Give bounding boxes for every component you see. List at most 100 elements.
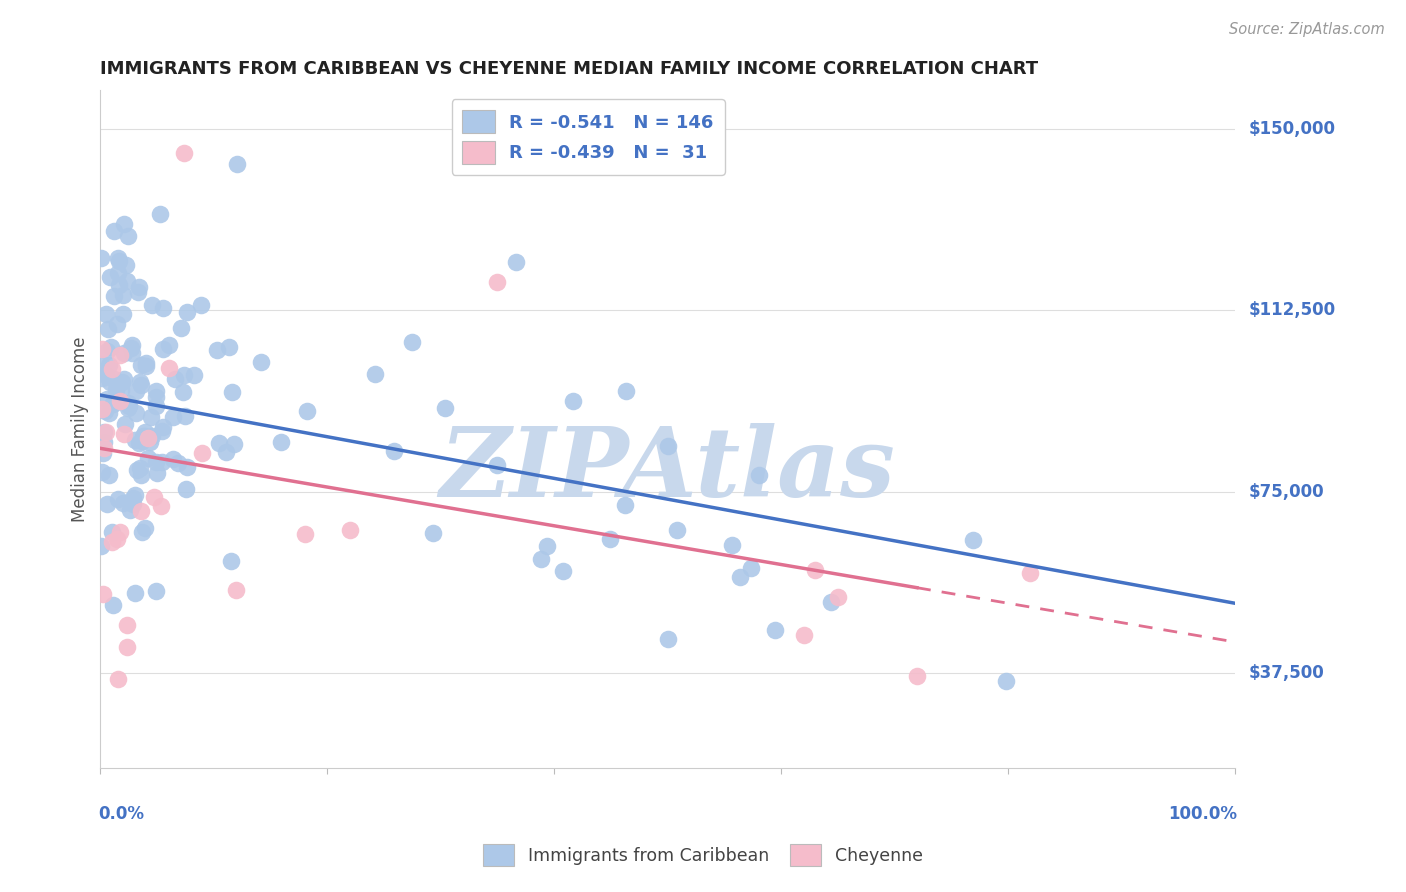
- Text: $112,500: $112,500: [1249, 301, 1336, 319]
- Point: [905, 669, 928, 683]
- Point: [183, 368, 205, 382]
- Point: [107, 254, 129, 268]
- Point: [250, 355, 273, 369]
- Point: [90, 539, 112, 553]
- Point: [110, 524, 132, 539]
- Point: [142, 490, 165, 504]
- Point: [115, 640, 138, 654]
- Point: [486, 275, 509, 289]
- Point: [173, 409, 195, 423]
- Point: [107, 672, 129, 686]
- Point: [111, 495, 134, 509]
- Point: [225, 582, 247, 597]
- Point: [112, 288, 135, 302]
- Point: [127, 285, 149, 299]
- Point: [121, 497, 143, 511]
- Point: [117, 617, 139, 632]
- Point: [107, 251, 129, 265]
- Point: [90, 357, 112, 371]
- Point: [149, 499, 172, 513]
- Text: 0.0%: 0.0%: [98, 805, 143, 823]
- Point: [135, 356, 157, 370]
- Point: [91, 465, 114, 479]
- Point: [295, 404, 318, 418]
- Point: [218, 340, 240, 354]
- Point: [152, 419, 174, 434]
- Point: [112, 372, 135, 386]
- Point: [91, 445, 114, 459]
- Point: [422, 526, 444, 541]
- Point: [129, 461, 152, 475]
- Point: [118, 400, 141, 414]
- Point: [152, 301, 174, 315]
- Point: [98, 406, 121, 420]
- Point: [129, 375, 152, 389]
- Point: [129, 377, 152, 392]
- Point: [124, 586, 146, 600]
- Point: [740, 561, 762, 575]
- Point: [599, 533, 621, 547]
- Point: [226, 157, 249, 171]
- Point: [128, 280, 150, 294]
- Point: [121, 345, 143, 359]
- Point: [172, 384, 194, 399]
- Point: [105, 533, 128, 547]
- Point: [98, 358, 121, 372]
- Point: [101, 525, 124, 540]
- Point: [129, 467, 152, 482]
- Point: [101, 396, 124, 410]
- Point: [173, 368, 195, 382]
- Point: [120, 341, 142, 355]
- Point: [125, 406, 148, 420]
- Legend: Immigrants from Caribbean, Cheyenne: Immigrants from Caribbean, Cheyenne: [475, 838, 931, 872]
- Point: [101, 598, 124, 612]
- Point: [134, 425, 156, 440]
- Point: [145, 584, 167, 599]
- Point: [132, 429, 155, 443]
- Point: [536, 539, 558, 553]
- Point: [134, 429, 156, 443]
- Point: [107, 266, 129, 280]
- Point: [152, 455, 174, 469]
- Point: [105, 383, 128, 397]
- Point: [827, 591, 849, 605]
- Point: [191, 446, 214, 460]
- Point: [748, 468, 770, 483]
- Point: [93, 435, 115, 450]
- Point: [145, 455, 167, 469]
- Point: [433, 401, 456, 416]
- Point: [122, 491, 145, 505]
- Point: [166, 456, 188, 470]
- Point: [97, 468, 120, 483]
- Point: [135, 359, 157, 373]
- Point: [145, 390, 167, 404]
- Text: $37,500: $37,500: [1249, 665, 1324, 682]
- Point: [93, 587, 115, 601]
- Point: [221, 384, 243, 399]
- Point: [152, 342, 174, 356]
- Point: [190, 298, 212, 312]
- Point: [150, 424, 173, 438]
- Point: [115, 258, 138, 272]
- Point: [121, 338, 143, 352]
- Point: [270, 434, 292, 449]
- Point: [100, 362, 122, 376]
- Point: [111, 307, 134, 321]
- Point: [114, 417, 136, 432]
- Point: [530, 551, 553, 566]
- Text: 100.0%: 100.0%: [1168, 805, 1237, 823]
- Point: [94, 404, 117, 418]
- Point: [101, 397, 124, 411]
- Point: [159, 338, 181, 352]
- Text: ZIPAtlas: ZIPAtlas: [440, 423, 896, 516]
- Point: [125, 463, 148, 477]
- Point: [141, 428, 163, 442]
- Point: [666, 523, 689, 537]
- Point: [115, 274, 138, 288]
- Point: [100, 340, 122, 354]
- Point: [141, 298, 163, 312]
- Point: [176, 460, 198, 475]
- Point: [721, 538, 744, 552]
- Point: [657, 632, 679, 646]
- Point: [94, 368, 117, 383]
